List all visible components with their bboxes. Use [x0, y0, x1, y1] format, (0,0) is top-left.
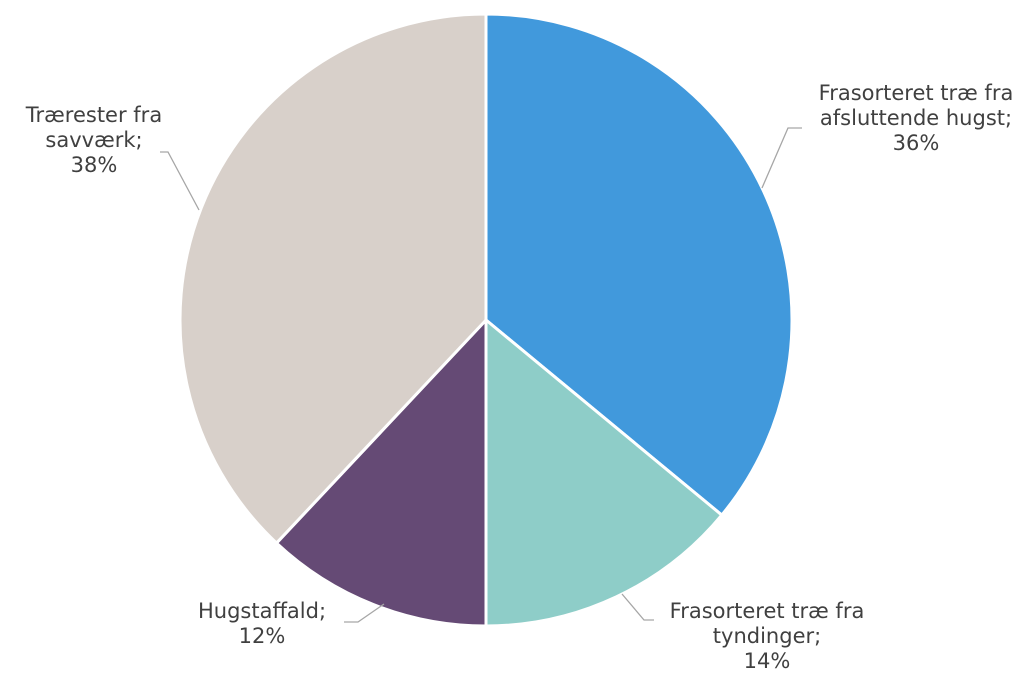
data-label-line: 38% [71, 153, 118, 177]
pie-slice-traerester-fra-savvaerk [178, 12, 488, 546]
leader-lines [160, 127, 802, 623]
pie-slice-frasorteret-trae-fra-tyndinger [484, 316, 724, 628]
data-label-frasorteret-trae-fra-afsluttende-hugst: Frasorteret træ fra afsluttende hugst; 36% [819, 81, 1014, 155]
pie-slice-hugstaffald [274, 316, 488, 628]
data-label-line: 12% [239, 624, 286, 648]
data-label-line: 14% [744, 649, 791, 673]
pie-slice-frasorteret-trae-fra-afsluttende-hugst [484, 12, 794, 518]
data-labels: Frasorteret træ fra afsluttende hugst; 36%… [25, 81, 1014, 673]
data-label-line: tyndinger; [713, 624, 821, 648]
leader-line-traerester-fra-savvaerk [160, 151, 200, 211]
data-label-traerester-fra-savvaerk: Trærester fra savværk; 38% [25, 103, 162, 177]
data-label-line: Frasorteret træ fra [670, 599, 865, 623]
data-label-line: Trærester fra [25, 103, 162, 127]
data-label-hugstaffald: Hugstaffald; 12% [198, 599, 326, 648]
data-label-line: savværk; [45, 128, 142, 152]
data-label-line: 36% [893, 131, 940, 155]
data-label-line: Hugstaffald; [198, 599, 326, 623]
leader-line-frasorteret-trae-fra-afsluttende-hugst [761, 127, 802, 189]
data-label-line: afsluttende hugst; [820, 106, 1012, 130]
data-label-frasorteret-trae-fra-tyndinger: Frasorteret træ fra tyndinger; 14% [670, 599, 865, 673]
leader-line-frasorteret-trae-fra-tyndinger [621, 593, 654, 621]
pie-slices [178, 12, 794, 628]
data-label-line: Frasorteret træ fra [819, 81, 1014, 105]
leader-line-hugstaffald [344, 603, 385, 623]
